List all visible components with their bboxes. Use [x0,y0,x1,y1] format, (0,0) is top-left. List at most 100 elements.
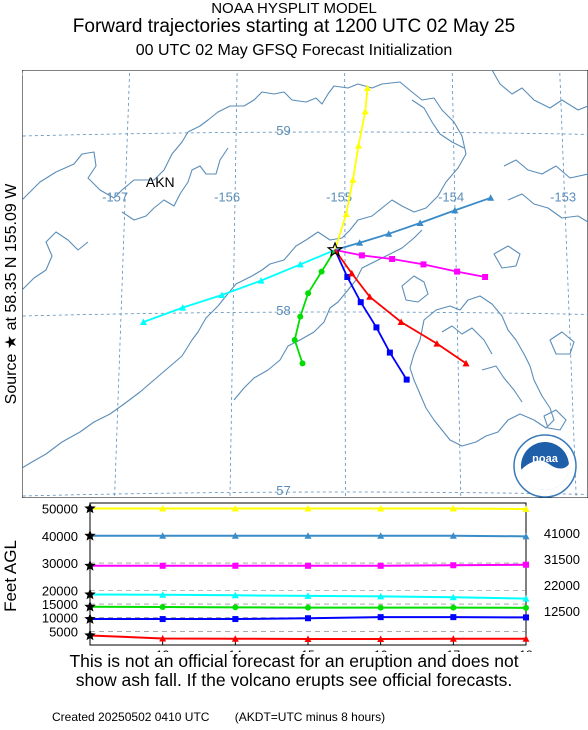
altitude-point [449,504,457,512]
altitude-point [449,635,457,642]
trajectory-point [358,252,365,259]
chart-y-tick: 50000 [42,501,78,516]
trajectory-point [349,176,357,183]
noaa-logo-text: noaa [532,453,559,465]
trajectory [334,249,410,383]
longitude-label: -154 [438,189,464,204]
coastline [22,70,588,469]
chart-y-right-labels: 12500 22000 31500 41000 [544,526,580,619]
chart-y-right-tick: 41000 [544,526,580,541]
trajectory-point [373,324,380,331]
altitude-source-star [84,629,96,641]
chart-y-tick: 15000 [42,597,78,612]
trajectory-path [334,87,369,251]
source-location-label: Source ★ at 58.35 N 155.09 W [3,183,20,405]
altitude-point [522,635,530,642]
trajectory [334,194,495,251]
trajectory-point [179,304,187,311]
model-title: NOAA HYSPLIT MODEL [211,0,377,17]
timezone-note: (AKDT=UTC minus 8 hours) [234,710,386,724]
trajectory-point [386,349,393,356]
altitude-point [231,532,239,539]
chart-y-right-tick: 31500 [544,552,580,567]
footer: Created 20250502 0410 UTC (AKDT=UTC minu… [52,710,407,724]
disclaimer-line-1: This is not an official forecast for an … [69,651,519,671]
altitude-point [159,504,167,512]
trajectory-path [293,249,336,364]
trajectory-point [363,84,371,91]
trajectory-path [334,196,491,251]
altitude-point [377,614,384,621]
meridian-line [114,70,131,498]
altitude-point [450,614,457,621]
altitude-source-star [84,559,96,571]
latitude-label: 58 [276,303,290,318]
altitude-point [523,604,529,611]
trajectory [334,249,470,367]
forecast-subtitle: 00 UTC 02 May GFSQ Forecast Initializati… [135,42,453,59]
source-star [326,241,344,258]
altitude-source-star [84,502,96,514]
trajectory-point [355,142,363,149]
trajectory-point [416,219,424,226]
altitude-point [377,562,384,569]
altitude-point [159,591,167,598]
trajectory-point [218,291,226,298]
meridian-line [229,70,238,498]
trajectory-point [297,313,304,320]
altitude-series [90,532,530,540]
chart-y-tick: 40000 [42,529,78,544]
altitude-point [231,635,239,642]
altitude-point [450,562,457,569]
altitude-series [90,614,529,623]
chart-x-tick: 13 [156,648,170,652]
chart-x-tick: 17 [447,648,461,652]
chart-y-tick: 10000 [42,611,78,626]
map-frame [22,70,588,498]
altitude-series [89,604,529,611]
altitude-point [450,604,457,611]
trajectory-point [397,318,405,325]
trajectory [334,84,371,251]
chart-x-tick-labels: 13 14 15 16 17 18 [156,639,533,652]
chart-x-tick: 18 [519,648,533,652]
trajectory-path [334,249,408,381]
trajectory-point [389,256,396,262]
place-labels: DLGAKNADQ [146,174,175,190]
altitude-point [159,604,166,611]
altitude-source-star [84,588,96,600]
created-timestamp: Created 20250502 0410 UTC [52,710,210,724]
altitude-point [305,604,311,611]
altitude-series [90,504,530,513]
latitude-label: 57 [276,483,290,498]
source-star-shape [326,241,344,258]
altitude-point [449,532,457,539]
chart-y-tick: 20000 [42,583,78,598]
longitude-label: -153 [550,189,576,204]
altitude-point [377,604,384,611]
latitude-label: 59 [276,123,290,138]
trajectory-point [318,268,325,275]
trajectory-path [143,249,336,323]
meridian-line [559,70,577,498]
longitude-label: -156 [214,189,240,204]
chart-y-tick: 5000 [49,624,78,639]
trajectory-point [462,359,470,367]
altitude-point [232,562,239,569]
chart-y-tick: 30000 [42,556,78,571]
altitude-point [159,532,167,539]
trajectory-title: Forward trajectories starting at 1200 UT… [72,16,516,37]
altitude-source-star [84,600,96,612]
trajectory [139,249,336,325]
trajectory-map[interactable]: -159-158-157-156-155-154-153-152 595857 … [22,70,588,498]
altitude-point [522,505,530,513]
chart-source-stars [84,502,96,641]
trajectory-point [482,274,489,280]
trajectory-path [334,249,467,365]
latitude-labels: 59 58 57 [276,123,290,498]
chart-x-tick: 15 [301,648,315,652]
altitude-point [522,595,530,602]
trajectory-point [342,210,350,217]
